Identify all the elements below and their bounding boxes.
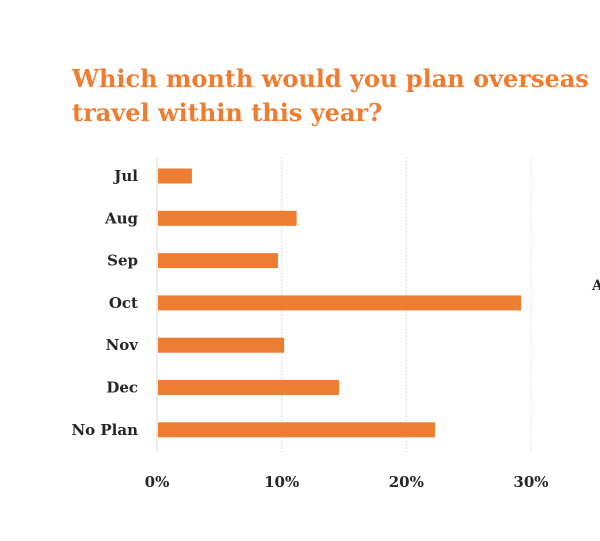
- category-label-nov: Nov: [106, 336, 140, 354]
- x-tick-label-10: 10%: [264, 473, 299, 491]
- bar-no-plan: [158, 422, 436, 438]
- bar-sep: [158, 253, 278, 269]
- x-tick-label-0: 0%: [145, 473, 170, 491]
- bar-jul: [158, 168, 192, 184]
- category-label-no-plan: No Plan: [71, 421, 138, 439]
- category-label-jul: Jul: [112, 167, 138, 185]
- x-tick-label-20: 20%: [389, 473, 424, 491]
- chart-title-line-1: Which month would you plan overseas: [72, 64, 589, 93]
- bar-nov: [158, 337, 285, 353]
- category-label-sep: Sep: [107, 252, 138, 270]
- x-tick-label-30: 30%: [513, 473, 548, 491]
- category-label-aug: Aug: [104, 209, 139, 227]
- bar-aug: [158, 210, 297, 226]
- bar-oct: [158, 295, 522, 311]
- chart-title-line-2: travel within this year?: [72, 98, 383, 127]
- clipped-text-fragment: A: [592, 278, 600, 294]
- category-label-oct: Oct: [109, 294, 138, 312]
- bar-dec: [158, 380, 340, 395]
- category-label-dec: Dec: [106, 379, 138, 397]
- chart-title: Which month would you plan overseas trav…: [72, 62, 592, 130]
